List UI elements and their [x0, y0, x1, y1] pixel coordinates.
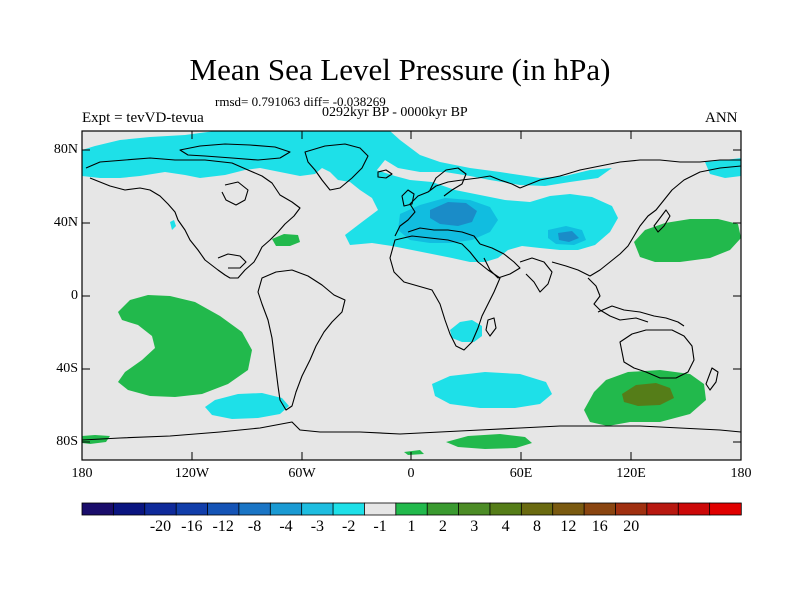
- colorbar-label: -2: [342, 518, 356, 535]
- colorbar-swatch: [395, 502, 428, 516]
- experiment-label: Expt = tevVD-tevua: [82, 110, 204, 126]
- colorbar-label: 1: [407, 518, 416, 535]
- y-tick-label: 40S: [56, 361, 78, 376]
- colorbar-swatch: [552, 502, 585, 516]
- x-tick-label: 0: [407, 466, 415, 481]
- colorbar-label: -3: [310, 518, 325, 535]
- x-tick-label: 60E: [509, 466, 533, 481]
- antarctic-positive-anomaly: [446, 434, 532, 449]
- colorbar-label: 20: [623, 518, 640, 535]
- coastline-asia-east: [551, 165, 741, 277]
- colorbar-label: 3: [470, 518, 479, 535]
- coastline-southeast-asia: [587, 277, 649, 323]
- colorbar-label: 12: [560, 518, 577, 535]
- coastline-iceland: [377, 169, 393, 179]
- colorbar: [81, 502, 742, 516]
- colorbar-swatch: [364, 502, 397, 516]
- x-tick-label: 180: [71, 466, 93, 481]
- plot-title: Mean Sea Level Pressure (in hPa): [189, 52, 611, 87]
- season-label: ANN: [705, 110, 738, 126]
- y-tick-label: 0: [71, 288, 78, 303]
- colorbar-label: 2: [438, 518, 447, 535]
- colorbar-swatch: [489, 502, 523, 516]
- coastline-gulf-mexico: [217, 253, 247, 269]
- coastline-hudson-bay: [221, 181, 249, 206]
- coastline-india: [519, 257, 553, 293]
- coastline-siberia: [519, 159, 741, 189]
- coastline-new-zealand: [705, 367, 719, 391]
- colorbar-label: -16: [181, 518, 203, 535]
- colorbar-swatch: [269, 502, 303, 516]
- south-pacific-negative-anomaly: [205, 393, 289, 419]
- coastline-europe: [394, 175, 521, 237]
- colorbar-swatch: [615, 502, 648, 516]
- atlantic-small-positive: [272, 234, 300, 246]
- colorbar-label: 16: [591, 518, 608, 535]
- coastline-scandinavia: [429, 167, 467, 197]
- coastline-africa: [389, 235, 501, 351]
- coastline-indonesia: [597, 305, 685, 327]
- y-tick-label: 80S: [56, 434, 78, 449]
- axis-ticks: [81, 131, 742, 460]
- x-tick-label: 120E: [616, 466, 646, 481]
- coastline-arctic-islands: [179, 143, 291, 161]
- asia-negative-darker: [558, 231, 579, 242]
- colorbar-swatch: [301, 502, 334, 516]
- colorbar-swatch: [81, 502, 115, 516]
- x-tick-label: 180: [730, 466, 752, 481]
- colorbar-label: -12: [212, 518, 234, 535]
- colorbar-swatch: [520, 502, 554, 516]
- colorbar-swatch: [144, 502, 177, 516]
- colorbar-swatch: [426, 502, 460, 516]
- coastlines: [82, 143, 741, 441]
- antarctic-small-positive: [404, 450, 424, 455]
- colorbar-swatch: [583, 502, 617, 516]
- colorbar-label: -20: [149, 518, 172, 535]
- coastline-madagascar: [485, 317, 497, 337]
- colorbar-label: 4: [501, 518, 510, 535]
- colorbar-swatch: [458, 502, 491, 516]
- y-tick-label: 80N: [53, 142, 78, 157]
- south-atlantic-negative-anomaly: [432, 372, 552, 408]
- colorbar-swatch: [238, 502, 271, 516]
- colorbar-swatch: [677, 502, 711, 516]
- rmsd-diff-stats: rmsd= 0.791063 diff= -0.038269: [215, 94, 386, 109]
- colorbar-swatch: [709, 502, 742, 516]
- y-tick-label: 40N: [53, 215, 78, 230]
- coastline-north-america: [85, 157, 301, 279]
- coastline-antarctica: [82, 421, 741, 441]
- coastline-japan: [653, 209, 671, 233]
- period-label: 0292kyr BP - 0000kyr BP: [322, 105, 468, 120]
- colorbar-swatch: [332, 502, 366, 516]
- coastline-australia: [619, 329, 695, 379]
- colorbar-swatch: [112, 502, 146, 516]
- coastline-mediterranean: [407, 227, 481, 245]
- colorbar-swatch: [646, 502, 679, 516]
- south-pacific-positive-anomaly: [118, 295, 252, 397]
- coastline-british-isles: [401, 189, 415, 207]
- colorbar-label: -1: [373, 518, 387, 535]
- southern-ocean-positive-core: [622, 383, 674, 406]
- europe-negative-darker: [430, 202, 477, 226]
- coastline-greenland: [304, 143, 369, 191]
- colorbar-swatch: [175, 502, 209, 516]
- x-tick-label: 60W: [288, 466, 316, 481]
- colorbar-swatch: [207, 502, 240, 516]
- colorbar-label: -4: [279, 518, 293, 535]
- colorbar-label: -8: [247, 518, 262, 535]
- colorbar-label: 8: [533, 518, 541, 535]
- coastline-south-america: [257, 269, 346, 411]
- x-tick-label: 120W: [174, 466, 210, 481]
- pacific-small-negative: [170, 220, 176, 230]
- coastline-arabia: [479, 243, 521, 279]
